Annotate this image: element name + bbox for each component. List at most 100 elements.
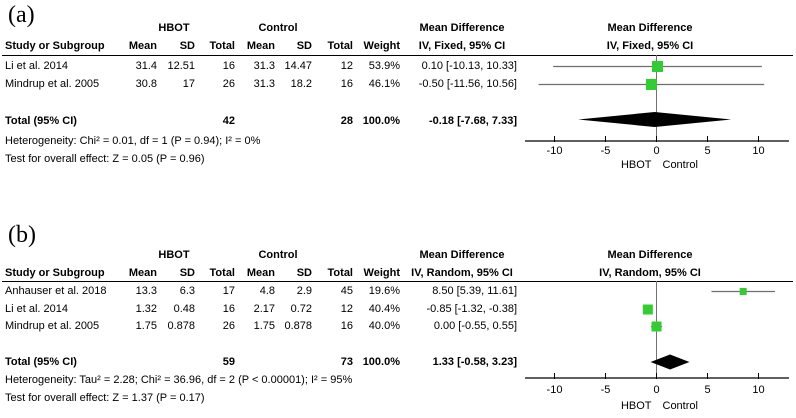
ci-value: -0.50 [-11.56, 10.56] <box>418 78 517 90</box>
total-weight: 100.0% <box>362 115 400 127</box>
control-total: 45 <box>340 285 353 297</box>
axis-tick-label: -5 <box>601 384 611 396</box>
hbot-mean: 31.4 <box>135 60 157 72</box>
study-row: Li et al. 2014 31.4 12.51 16 31.3 14.47 … <box>0 59 796 74</box>
total-row: Total (95% CI) 59 73 100.0% 1.33 [-0.58,… <box>0 355 796 370</box>
hbot-total: 16 <box>222 303 235 315</box>
group-header-hbot: HBOT <box>158 249 190 261</box>
hbot-total: 26 <box>222 78 235 90</box>
hbot-mean: 30.8 <box>135 78 157 90</box>
column-header-row: Study or Subgroup Mean SD Total Mean SD … <box>0 266 796 281</box>
study-name: Li et al. 2014 <box>5 60 68 72</box>
control-sd: 18.2 <box>290 78 312 90</box>
control-mean: 31.3 <box>253 78 275 90</box>
axis-tick-label: 5 <box>704 384 710 396</box>
total-label: Total (95% CI) <box>5 115 77 127</box>
effect-square <box>652 61 664 72</box>
weight-value: 40.0% <box>368 320 400 332</box>
weight-value: 19.6% <box>368 285 400 297</box>
total-hbot-n: 42 <box>222 115 235 127</box>
hbot-total: 16 <box>222 60 235 72</box>
study-row: Mindrup et al. 2005 30.8 17 26 31.3 18.2… <box>0 77 796 92</box>
col-header-total-control: Total <box>327 267 353 279</box>
overall-effect-note: Test for overall effect: Z = 0.05 (P = 0… <box>5 153 205 165</box>
total-control-n: 73 <box>340 356 353 368</box>
pooled-diamond <box>578 112 732 127</box>
hbot-mean: 1.32 <box>135 303 157 315</box>
axis-label-right: Control <box>663 159 698 171</box>
total-hbot-n: 59 <box>222 356 235 368</box>
col-header-mean-control: Mean <box>246 40 275 52</box>
hbot-sd: 0.878 <box>167 320 195 332</box>
axis-tick-label: 10 <box>752 145 764 157</box>
group-header-control: Control <box>258 249 298 261</box>
plot-model-header: IV, Fixed, 95% CI <box>606 40 694 52</box>
axis-tick-label: 5 <box>704 145 710 157</box>
study-name: Mindrup et al. 2005 <box>5 78 100 90</box>
hbot-mean: 1.75 <box>135 320 157 332</box>
axis-tick-label: -10 <box>547 145 563 157</box>
col-header-sd-control: SD <box>296 40 312 52</box>
hbot-mean: 13.3 <box>135 285 157 297</box>
column-header-row: Study or Subgroup Mean SD Total Mean SD … <box>0 39 796 54</box>
control-sd: 14.47 <box>284 60 312 72</box>
axis-label-right: Control <box>663 400 698 412</box>
col-header-study: Study or Subgroup <box>5 267 105 279</box>
header-divider <box>2 55 793 56</box>
group-header-hbot: HBOT <box>158 22 190 34</box>
hbot-total: 26 <box>222 320 235 332</box>
axis-label-left: HBOT <box>621 159 652 171</box>
weight-value: 53.9% <box>368 60 400 72</box>
col-header-sd-hbot: SD <box>179 267 195 279</box>
col-header-ci: IV, Random, 95% CI <box>411 267 513 279</box>
panel-label-b: (b) <box>8 222 36 248</box>
axis-tick-label: -5 <box>601 145 611 157</box>
hbot-sd: 6.3 <box>179 285 195 297</box>
hbot-total: 17 <box>222 285 235 297</box>
panel-label-a: (a) <box>8 2 35 28</box>
control-total: 12 <box>340 303 353 315</box>
control-mean: 2.17 <box>253 303 275 315</box>
axis-label-left: HBOT <box>621 400 652 412</box>
effect-square <box>645 79 657 90</box>
control-mean: 1.75 <box>253 320 275 332</box>
total-weight: 100.0% <box>362 356 400 368</box>
ci-value: 0.00 [-0.55, 0.55] <box>433 320 517 332</box>
col-header-weight: Weight <box>363 40 400 52</box>
header-divider <box>2 281 793 282</box>
weight-value: 46.1% <box>368 78 400 90</box>
study-row: Mindrup et al. 2005 1.75 0.878 26 1.75 0… <box>0 319 796 334</box>
ci-value: -0.85 [-1.32, -0.38] <box>426 303 518 315</box>
overall-effect-note: Test for overall effect: Z = 1.37 (P = 0… <box>5 392 205 404</box>
total-control-n: 28 <box>340 115 353 127</box>
weight-value: 40.4% <box>368 303 400 315</box>
effect-square <box>642 304 653 315</box>
effect-square <box>651 321 662 332</box>
study-name: Anhauser et al. 2018 <box>5 285 107 297</box>
hbot-sd: 17 <box>182 78 195 90</box>
col-header-total-control: Total <box>327 40 353 52</box>
effect-measure-header: Mean Difference <box>419 22 505 34</box>
col-header-mean-hbot: Mean <box>128 267 157 279</box>
col-header-sd-hbot: SD <box>179 40 195 52</box>
study-name: Mindrup et al. 2005 <box>5 320 100 332</box>
forest-panel-a: (a) HBOT Control Mean Difference Mean Di… <box>0 2 796 171</box>
forest-plot-graphic-a: -10 -5 0 5 10 HBOT Control <box>525 55 789 171</box>
group-header-row: HBOT Control Mean Difference Mean Differ… <box>0 248 796 263</box>
axis-tick-label: 0 <box>653 145 659 157</box>
group-header-control: Control <box>258 22 298 34</box>
control-total: 16 <box>340 78 353 90</box>
hbot-sd: 0.48 <box>173 303 195 315</box>
heterogeneity-note: Heterogeneity: Tau² = 2.28; Chi² = 36.96… <box>5 374 353 386</box>
col-header-weight: Weight <box>363 267 400 279</box>
effect-square <box>739 288 747 295</box>
total-row: Total (95% CI) 42 28 100.0% -0.18 [-7.68… <box>0 114 796 129</box>
control-mean: 4.8 <box>259 285 275 297</box>
plot-effect-measure-header: Mean Difference <box>607 249 693 261</box>
axis-tick-label: 10 <box>752 384 764 396</box>
col-header-ci: IV, Fixed, 95% CI <box>418 40 506 52</box>
study-row: Li et al. 2014 1.32 0.48 16 2.17 0.72 12… <box>0 302 796 317</box>
control-total: 16 <box>340 320 353 332</box>
col-header-mean-hbot: Mean <box>128 40 157 52</box>
